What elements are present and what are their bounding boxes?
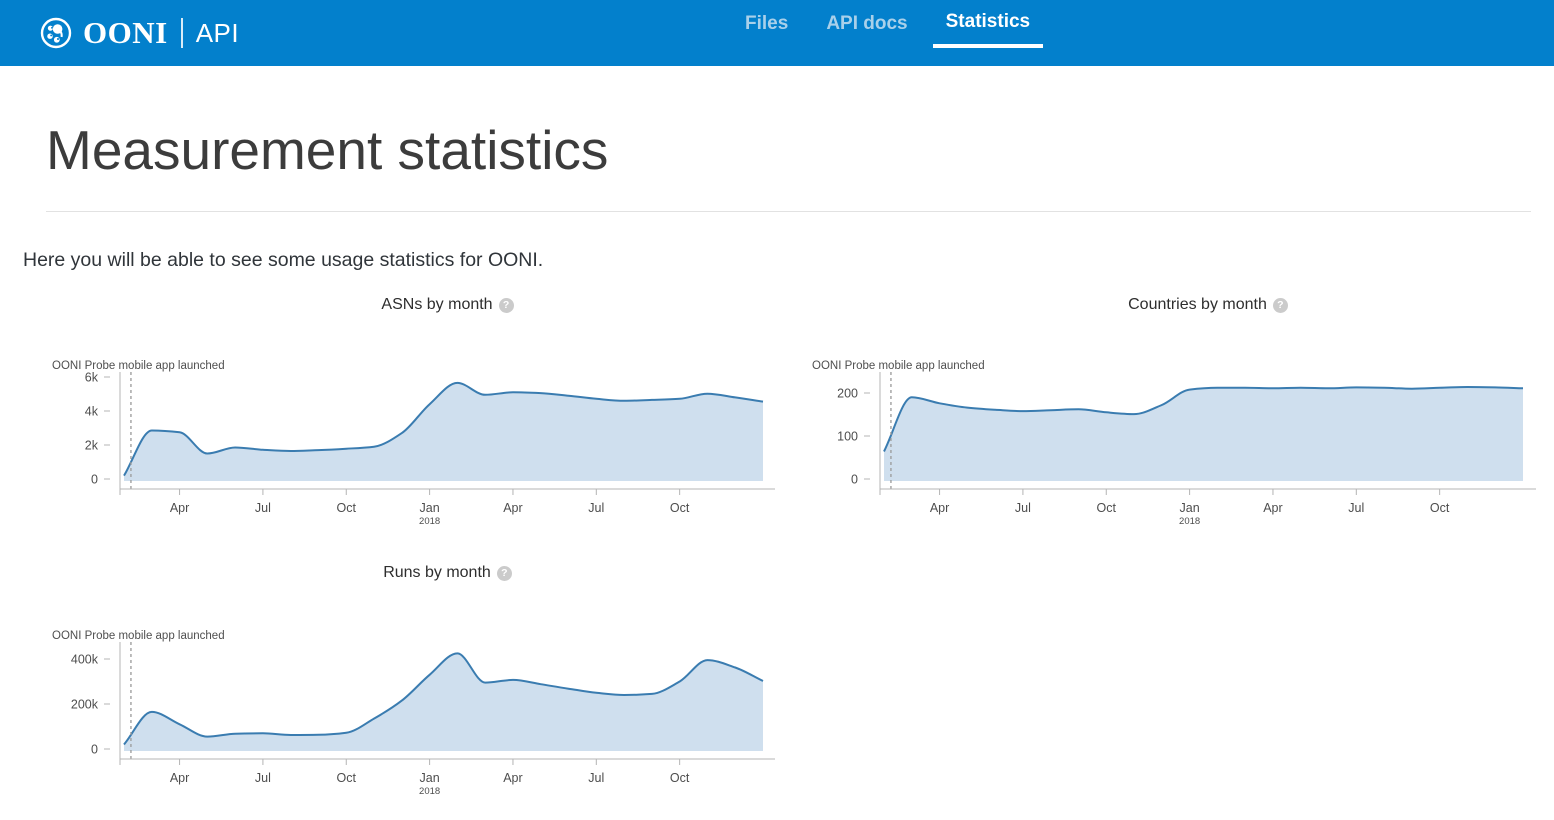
x-tick-label: Oct [1097,501,1117,515]
nav-item-api-docs[interactable]: API docs [826,13,908,34]
y-tick-label: 400k [71,653,99,667]
chart-runs-by-month: Runs by month ? OONI Probe mobile app la… [40,556,800,806]
x-tick-label: Oct [1430,501,1450,515]
area-series [884,387,1523,481]
x-tick-label: Apr [503,771,522,785]
chart-countries-by-month: Countries by month ? OONI Probe mobile a… [800,288,1554,538]
x-tick-label: Apr [930,501,949,515]
x-tick-year-label: 2018 [1179,516,1200,527]
nav-item-statistics[interactable]: Statistics [932,0,1044,48]
chart-header: Countries by month ? [880,296,1536,314]
help-icon[interactable]: ? [496,565,512,581]
y-tick-label: 0 [851,473,858,487]
y-tick-label: 6k [85,371,99,385]
chart-header: Runs by month ? [120,564,775,582]
y-tick-label: 4k [85,405,99,419]
x-tick-label: Jul [255,771,271,785]
launch-annotation-label: OONI Probe mobile app launched [52,360,225,372]
y-tick-label: 0 [91,473,98,487]
y-tick-label: 200 [837,387,858,401]
nav-item-files[interactable]: Files [745,13,789,34]
x-tick-year-label: 2018 [419,516,440,527]
line-series [123,381,764,477]
y-tick-label: 0 [91,743,98,757]
brand-product: API [195,17,240,48]
chart-title: ASNs by month [381,296,493,313]
area-series [124,382,763,481]
app-header: OONI API Files API docs Statistics [0,0,1554,66]
help-icon[interactable]: ? [498,297,514,313]
x-tick-label: Apr [503,501,522,515]
chart-header: ASNs by month ? [120,296,775,314]
y-tick-label: 200k [71,698,99,712]
x-tick-label: Apr [170,771,189,785]
x-tick-label: Jul [588,501,604,515]
launch-annotation-label: OONI Probe mobile app launched [52,630,225,642]
x-tick-label: Oct [337,771,357,785]
area-series [124,653,763,751]
brand-divider [180,18,183,48]
brand-name: OONI [83,15,168,50]
x-tick-label: Jul [1015,501,1031,515]
x-tick-label: Jan [420,501,440,515]
help-icon[interactable]: ? [1272,297,1288,313]
x-tick-label: Oct [670,501,690,515]
line-series [123,652,764,746]
intro-text: Here you will be able to see some usage … [23,249,544,271]
chart-asns-by-month: ASNs by month ? OONI Probe mobile app la… [40,288,800,538]
asns-chart-canvas: OONI Probe mobile app launched 0 2k 4k 6k Apr… [52,360,775,527]
x-tick-label: Oct [670,771,690,785]
x-tick-label: Apr [1263,501,1282,515]
x-tick-label: Apr [170,501,189,515]
main-nav: Files API docs Statistics [726,0,1049,66]
title-divider [46,211,1531,212]
launch-annotation-label: OONI Probe mobile app launched [812,360,985,372]
x-tick-label: Oct [337,501,357,515]
chart-title: Runs by month [383,564,491,581]
x-tick-label: Jan [1180,501,1200,515]
y-tick-label: 100 [837,430,858,444]
countries-chart-canvas: OONI Probe mobile app launched 0 100 200 Apr… [812,360,1536,527]
line-series [883,385,1524,452]
page-title: Measurement statistics [46,119,609,181]
y-tick-label: 2k [85,439,99,453]
x-tick-label: Jul [255,501,271,515]
ooni-octopus-logo-icon [40,17,72,49]
brand-home-link[interactable]: OONI API [40,0,239,66]
runs-chart-canvas: OONI Probe mobile app launched 0 200k 400k A… [52,630,775,797]
x-tick-year-label: 2018 [419,786,440,797]
x-tick-label: Jul [1348,501,1364,515]
x-tick-label: Jan [420,771,440,785]
x-tick-label: Jul [588,771,604,785]
chart-title: Countries by month [1128,296,1267,313]
